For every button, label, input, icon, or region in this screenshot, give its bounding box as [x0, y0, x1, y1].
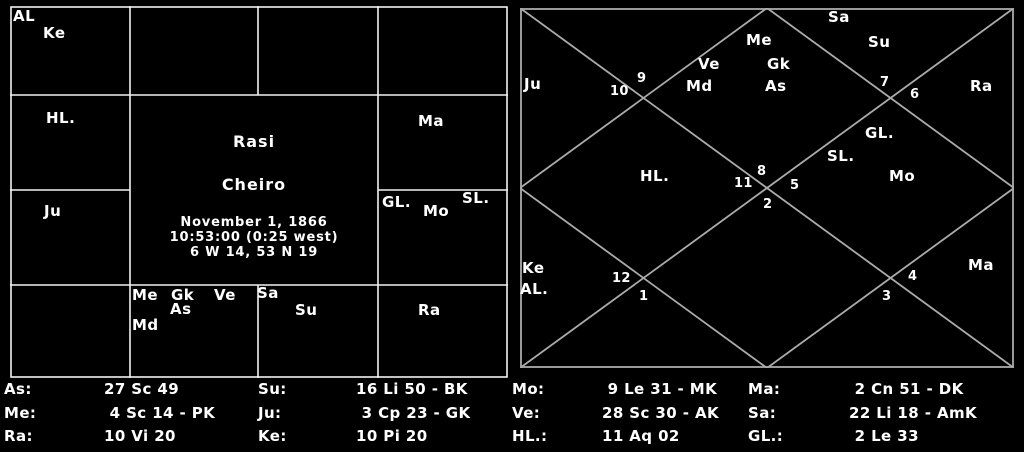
birth-time: 10:53:00 (0:25 west) — [169, 230, 339, 245]
positions-label-mo: Mo: — [512, 380, 545, 398]
positions-value-as: 27 Sc 49 — [104, 380, 180, 398]
positions-value-ju: 3 Cp 23 - GK — [356, 404, 471, 422]
north-indian-rasi-chart: Ju Ve Md Me Gk As Sa Su Ra GL. SL. Mo HL… — [520, 8, 1014, 368]
south-aquarius-hora-lagna-label: HL. — [46, 109, 76, 127]
positions-label-ju: Ju: — [258, 404, 282, 422]
north-house-number-2: 2 — [763, 197, 773, 212]
north-mercury-label: Me — [746, 31, 773, 49]
north-house-number-5: 5 — [790, 178, 800, 193]
north-chart-grid — [520, 8, 1014, 368]
south-scorpio-mandi-label: Md — [132, 316, 159, 334]
positions-label-ve: Ve: — [512, 404, 541, 422]
person-name: Cheiro — [221, 175, 287, 194]
chart-title: Rasi — [232, 132, 276, 151]
north-house-number-3: 3 — [882, 289, 892, 304]
south-leo-ghati-lagna-label: GL. — [382, 193, 412, 211]
positions-value-ra: 10 Vi 20 — [104, 427, 176, 445]
positions-label-ra: Ra: — [4, 427, 33, 445]
north-jupiter-label: Ju — [524, 75, 542, 93]
positions-value-gl: 2 Le 33 — [849, 427, 919, 445]
north-arudha-lagna-label: AL. — [520, 280, 549, 298]
south-leo-moon-label: Mo — [423, 202, 450, 220]
north-mars-label: Ma — [968, 256, 995, 274]
positions-label-ma: Ma: — [748, 380, 781, 398]
south-scorpio-venus-label: Ve — [214, 286, 236, 304]
north-gulika-label: Gk — [767, 55, 791, 73]
north-sun-label: Su — [868, 33, 891, 51]
positions-label-gl: GL.: — [748, 427, 784, 445]
positions-label-as: As: — [4, 380, 32, 398]
south-pisces-ketu-label: Ke — [43, 24, 66, 42]
south-libra-sun-label: Su — [295, 301, 318, 319]
north-house-number-6: 6 — [910, 87, 920, 102]
south-pisces-arudha-lagna-label: AL — [13, 7, 36, 25]
positions-value-mo: 9 Le 31 - MK — [602, 380, 718, 398]
positions-value-ve: 28 Sc 30 - AK — [602, 404, 719, 422]
north-mandi-label: Md — [686, 77, 713, 95]
north-house-number-12: 12 — [612, 271, 631, 286]
north-sree-lagna-label: SL. — [827, 147, 855, 165]
south-scorpio-mercury-label: Me — [132, 286, 159, 304]
south-leo-sree-lagna-label: SL. — [462, 189, 490, 207]
positions-value-su: 16 Li 50 - BK — [356, 380, 468, 398]
south-scorpio-ascendant-label: As — [170, 300, 192, 318]
north-moon-label: Mo — [889, 167, 916, 185]
positions-label-ke: Ke: — [258, 427, 287, 445]
south-virgo-rahu-label: Ra — [418, 301, 441, 319]
positions-value-sa: 22 Li 18 - AmK — [849, 404, 978, 422]
south-libra-saturn-label: Sa — [257, 284, 279, 302]
north-hora-lagna-label: HL. — [640, 167, 670, 185]
positions-value-me: 4 Sc 14 - PK — [104, 404, 216, 422]
north-house-number-1: 1 — [639, 289, 649, 304]
south-capricorn-jupiter-label: Ju — [44, 202, 62, 220]
north-saturn-label: Sa — [828, 8, 850, 26]
positions-label-su: Su: — [258, 380, 287, 398]
north-ketu-label: Ke — [522, 259, 545, 277]
north-ghati-lagna-label: GL. — [865, 124, 895, 142]
north-house-number-10: 10 — [610, 84, 629, 99]
positions-value-ke: 10 Pi 20 — [356, 427, 428, 445]
positions-label-hl: HL.: — [512, 427, 548, 445]
birth-date: November 1, 1866 — [180, 215, 328, 230]
south-scorpio-gulika-label: Gk — [171, 286, 195, 304]
south-chart-grid — [10, 6, 508, 378]
positions-value-hl: 11 Aq 02 — [602, 427, 680, 445]
north-ascendant-label: As — [765, 77, 787, 95]
north-house-number-7: 7 — [880, 75, 890, 90]
south-cancer-mars-label: Ma — [418, 112, 445, 130]
north-house-number-9: 9 — [637, 71, 647, 86]
north-venus-label: Ve — [698, 55, 720, 73]
positions-label-me: Me: — [4, 404, 37, 422]
north-house-number-11: 11 — [734, 176, 753, 191]
birth-coordinates: 6 W 14, 53 N 19 — [189, 245, 319, 260]
north-rahu-label: Ra — [970, 77, 993, 95]
positions-label-sa: Sa: — [748, 404, 777, 422]
north-house-number-8: 8 — [757, 164, 767, 179]
south-indian-rasi-chart: Rasi Cheiro November 1, 1866 10:53:00 (0… — [10, 6, 508, 378]
positions-value-ma: 2 Cn 51 - DK — [849, 380, 964, 398]
north-house-number-4: 4 — [908, 269, 918, 284]
